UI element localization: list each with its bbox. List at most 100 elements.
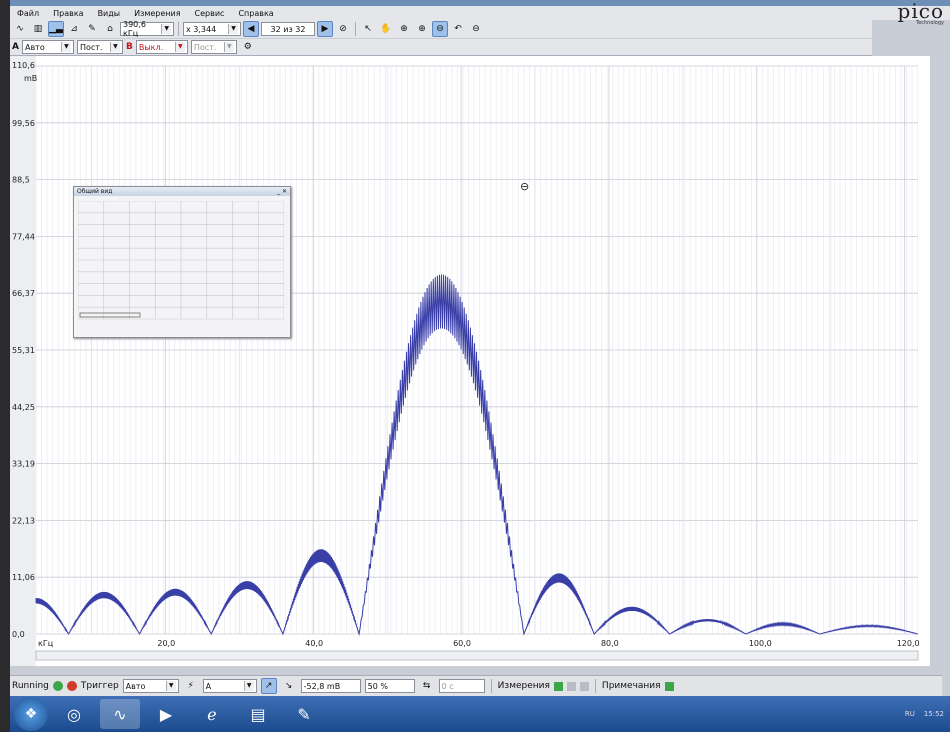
overview-titlebar[interactable]: Общий вид _ ✕ — [74, 187, 290, 196]
delay-icon[interactable]: ⇆ — [422, 681, 431, 691]
hand-tool-icon[interactable]: ✋ — [380, 24, 392, 34]
chevron-down-icon: ▼ — [228, 24, 238, 34]
delete-measurement-icon[interactable] — [579, 681, 589, 691]
notes-label: Примечания — [601, 681, 661, 691]
delay-input[interactable]: 0 c — [438, 679, 485, 693]
channel-b-coupling-value: Пост. — [193, 42, 217, 52]
start-button[interactable]: ❖ — [14, 697, 48, 731]
logo-text: pico — [897, 0, 944, 23]
trigger-label: Триггер — [80, 681, 119, 691]
stop-icon[interactable] — [66, 681, 77, 691]
spectrum-settings-icon[interactable]: ⊿ — [70, 24, 78, 34]
file-explorer-icon[interactable]: ▤ — [250, 704, 266, 724]
channel-a-coupling-select[interactable]: Пост. ▼ — [76, 40, 123, 54]
pretrigger-input[interactable]: 50 % — [364, 679, 415, 693]
overview-window-controls[interactable]: _ ✕ — [277, 188, 287, 195]
y-tick-label: 22,13 — [12, 516, 35, 525]
run-state-label: Running — [12, 681, 49, 691]
stop-capture-icon[interactable]: ⊘ — [339, 24, 347, 34]
x-tick-label: 100,0 — [749, 639, 772, 648]
menu-views[interactable]: Виды — [97, 8, 121, 18]
channel-b-label: B — [125, 42, 133, 52]
main-toolbar: ∿ ▥ ▁▃ ⊿ ✎ ⌂ 390,6 кГц ▼ x 3,344 ▼ ◀ 32 … — [10, 20, 872, 38]
y-tick-label: 55,31 — [12, 346, 35, 355]
menu-file[interactable]: Файл — [17, 8, 40, 18]
sample-rate-select[interactable]: 390,6 кГц ▼ — [120, 20, 174, 38]
clock[interactable]: 15:52 — [923, 710, 944, 718]
overview-viewport-handle[interactable] — [79, 312, 141, 318]
menu-edit[interactable]: Правка — [53, 8, 84, 18]
persistence-mode-icon[interactable]: ▥ — [33, 24, 43, 34]
overview-window[interactable]: Общий вид _ ✕ — [73, 186, 291, 338]
x-axis-unit: кГц — [38, 639, 54, 648]
rising-edge-icon[interactable]: ↗ — [260, 678, 277, 694]
trigger-channel-value: A — [205, 681, 212, 691]
y-tick-label: 66,37 — [12, 289, 35, 298]
trigger-channel-select[interactable]: A ▼ — [202, 679, 257, 693]
menu-measurements[interactable]: Измерения — [134, 8, 181, 18]
x-tick-label: 80,0 — [601, 639, 619, 648]
window-titlebar — [10, 0, 950, 6]
zoom-select[interactable]: x 3,344 ▼ — [183, 22, 241, 36]
language-indicator[interactable]: RU — [904, 710, 915, 718]
zoom-in-icon[interactable]: ⊕ — [400, 24, 408, 34]
zoom-cursor-icon: ⊖ — [520, 180, 529, 193]
x-tick-label: 20,0 — [157, 639, 175, 648]
y-tick-label: 11,06 — [12, 573, 35, 582]
y-tick-label: 44,25 — [12, 403, 35, 412]
previous-capture-icon[interactable]: ◀ — [243, 21, 259, 37]
scope-mode-icon[interactable]: ∿ — [16, 24, 24, 34]
capture-counter: 32 из 32 — [261, 22, 315, 36]
paint-app-icon[interactable]: ✎ — [297, 704, 311, 724]
menu-help[interactable]: Справка — [238, 8, 274, 18]
channel-b-range-select[interactable]: Выкл. ▼ — [135, 40, 188, 54]
windows-taskbar: ❖ ◎ ∿ ▶ ℯ ▤ ✎ RU 15:52 — [10, 696, 950, 732]
internet-explorer-icon[interactable]: ℯ — [207, 704, 217, 724]
spectrum-mode-icon[interactable]: ▁▃ — [48, 21, 64, 37]
add-measurement-icon[interactable] — [553, 681, 563, 691]
pico-logo: pico Technology — [897, 0, 944, 26]
y-tick-label: 0,0 — [12, 630, 25, 639]
channel-toolbar: A Авто ▼ Пост. ▼ B Выкл. ▼ Пост. ▼ ⚙ — [10, 39, 872, 56]
chevron-down-icon: ▼ — [223, 42, 234, 52]
home-icon[interactable]: ⌂ — [107, 24, 113, 34]
spectrum-plot[interactable]: 99,56 88,5 77,44 66,37 55,31 44,25 33,19 22,13 1… — [10, 56, 930, 666]
start-icon[interactable] — [52, 681, 63, 691]
chevron-down-icon: ▼ — [109, 42, 120, 52]
trigger-mode-select[interactable]: Авто ▼ — [122, 679, 179, 693]
monitor-bezel — [0, 0, 10, 732]
channel-options-icon[interactable]: ⚙ — [243, 42, 252, 52]
channel-b-coupling-select[interactable]: Пост. ▼ — [190, 40, 237, 54]
network-app-icon[interactable]: ◎ — [67, 704, 81, 724]
advanced-trigger-icon[interactable]: ⚡ — [187, 681, 194, 691]
zoom-to-fit-icon[interactable]: ⊖ — [472, 24, 480, 34]
chevron-down-icon: ▼ — [174, 42, 185, 52]
channel-a-range-select[interactable]: Авто ▼ — [21, 40, 74, 54]
media-player-icon[interactable]: ▶ — [159, 704, 173, 724]
y-tick-label: 33,19 — [12, 460, 35, 469]
pointer-tool-icon[interactable]: ↖ — [364, 24, 372, 34]
edit-measurement-icon[interactable] — [566, 681, 576, 691]
status-divider — [490, 679, 492, 693]
overview-grid — [78, 201, 284, 320]
toolbar-divider — [178, 22, 179, 36]
zoom-out-icon[interactable]: ⊖ — [432, 21, 448, 37]
falling-edge-icon[interactable]: ↘ — [284, 681, 293, 691]
notes-icon[interactable] — [664, 681, 674, 691]
y-tick-label: 88,5 — [12, 176, 30, 185]
system-tray: RU 15:52 — [905, 710, 950, 718]
spectrum-chart: 99,56 88,5 77,44 66,37 55,31 44,25 33,19 22,13 1… — [10, 56, 930, 666]
status-bar: Running Триггер Авто ▼ ⚡ A ▼ ↗ ↘ -52,8 m… — [10, 675, 942, 696]
y-tick-label: 77,44 — [12, 232, 35, 241]
trigger-level-input[interactable]: -52,8 mB — [300, 679, 361, 693]
zoom-in-x-icon[interactable]: ⊕ — [418, 24, 426, 34]
y-axis-unit: mB — [24, 74, 37, 83]
undo-zoom-icon[interactable]: ↶ — [454, 24, 462, 34]
menu-tools[interactable]: Сервис — [194, 8, 225, 18]
overview-title: Общий вид — [77, 188, 113, 195]
probe-icon[interactable]: ✎ — [88, 24, 96, 34]
y-axis-gutter — [10, 56, 36, 666]
next-capture-icon[interactable]: ▶ — [317, 21, 333, 37]
x-tick-label: 120,0 — [897, 639, 920, 648]
picoscope-app-icon[interactable]: ∿ — [100, 699, 140, 729]
